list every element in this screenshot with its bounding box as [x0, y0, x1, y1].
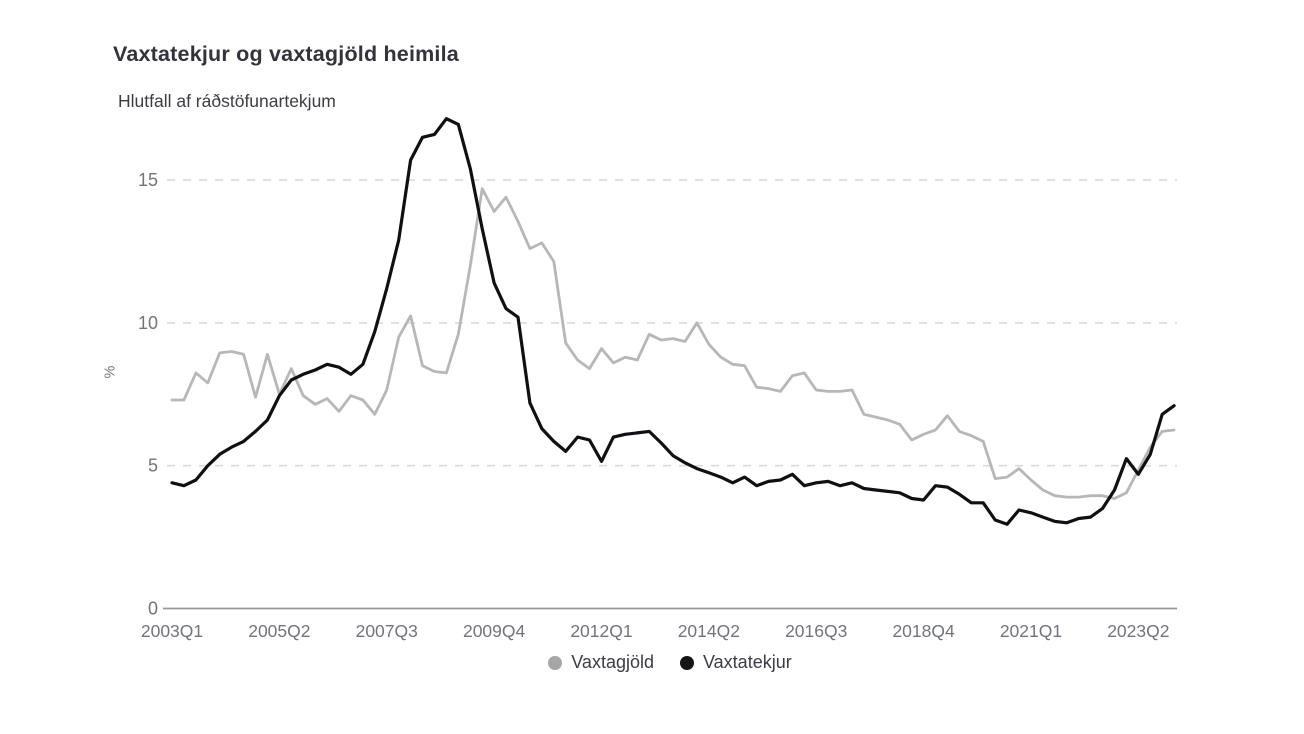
x-tick-label: 2005Q2	[248, 621, 310, 641]
y-tick-label: 15	[138, 170, 158, 190]
x-tick-label: 2012Q1	[570, 621, 632, 641]
series-line-vaxtatekjur	[170, 117, 1176, 526]
legend-dot-black-icon	[680, 655, 694, 670]
chart-subtitle: Hlutfall af ráðstöfunartekjum	[118, 91, 336, 111]
x-tick-label: 2014Q2	[678, 621, 740, 641]
legend-dot-gray-icon	[548, 655, 563, 670]
legend-label-vaxtatekjur: Vaxtatekjur	[703, 652, 792, 672]
y-tick-label: 5	[148, 456, 158, 476]
x-tick-label: 2007Q3	[356, 621, 418, 641]
legend-label-vaxtagjold: Vaxtagjöld	[571, 652, 654, 672]
x-tick-label: 2009Q4	[463, 621, 526, 641]
x-tick-label: 2003Q1	[141, 621, 203, 641]
y-tick-label: 10	[138, 313, 158, 333]
legend-item-vaxtatekjur[interactable]: Vaxtatekjur	[680, 652, 792, 673]
x-tick-label: 2021Q1	[1000, 621, 1062, 641]
legend: Vaxtagjöld Vaxtatekjur	[163, 652, 1177, 673]
series-line-vaxtagjöld	[170, 187, 1176, 500]
legend-item-vaxtagjold[interactable]: Vaxtagjöld	[548, 652, 654, 673]
x-tick-label: 2023Q2	[1107, 621, 1169, 641]
x-tick-label: 2018Q4	[892, 621, 955, 641]
y-tick-label: 0	[148, 599, 158, 619]
chart-title: Vaxtatekjur og vaxtagjöld heimila	[113, 42, 459, 66]
x-tick-label: 2016Q3	[785, 621, 847, 641]
